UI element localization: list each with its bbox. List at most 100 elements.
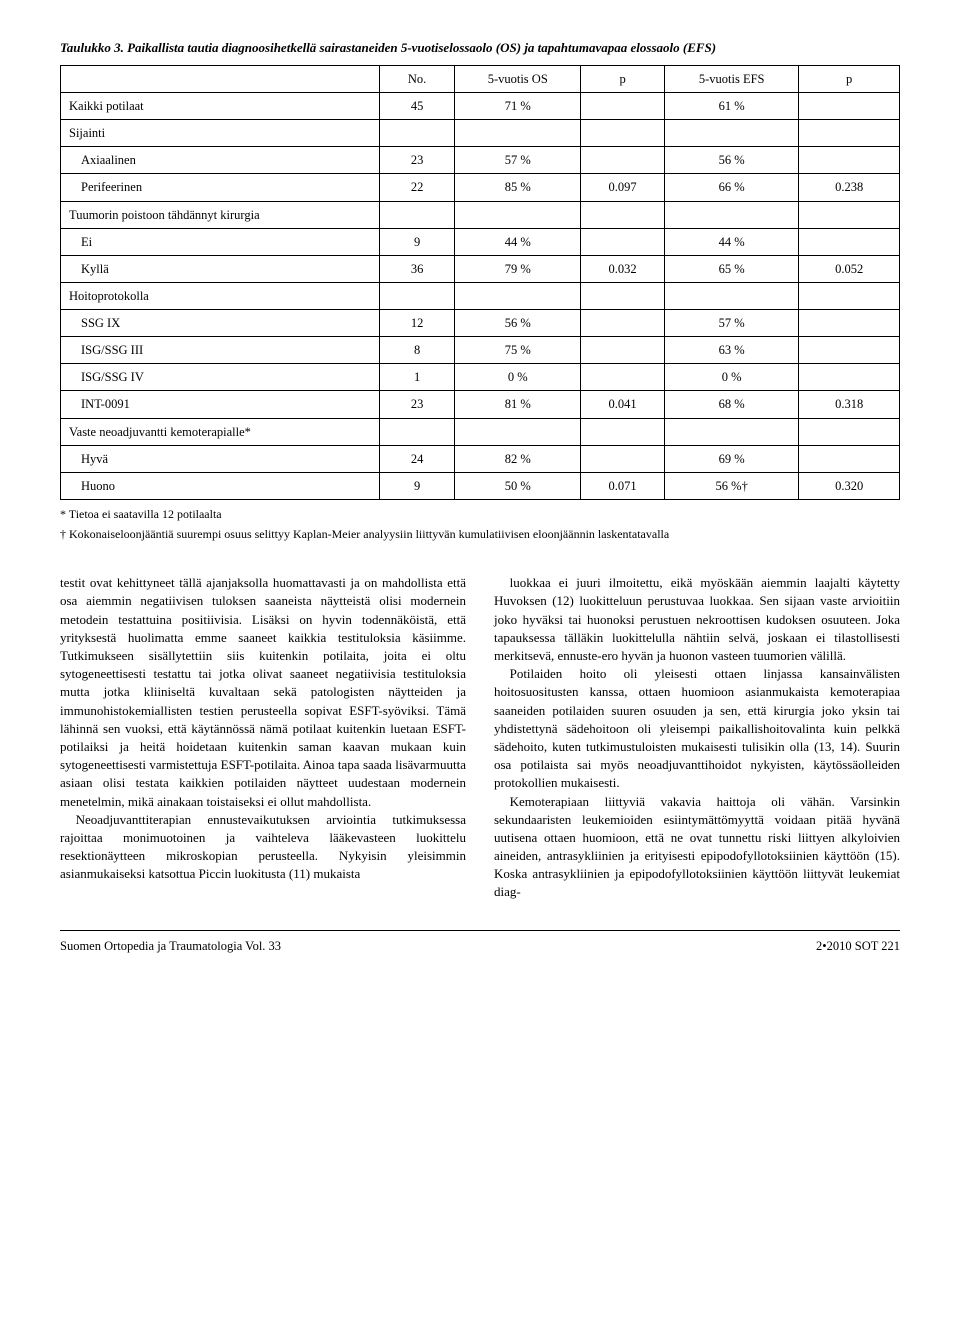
table-row: Tuumorin poistoon tähdännyt kirurgia <box>61 201 900 228</box>
row-label: Axiaalinen <box>61 147 380 174</box>
row-cell-p2 <box>799 445 900 472</box>
header-os: 5-vuotis OS <box>455 65 581 92</box>
table-row: Vaste neoadjuvantti kemoterapialle* <box>61 418 900 445</box>
row-cell-efs <box>665 282 799 309</box>
row-cell-p1 <box>581 310 665 337</box>
row-cell-p1 <box>581 120 665 147</box>
row-cell-no: 24 <box>379 445 455 472</box>
page-footer: Suomen Ortopedia ja Traumatologia Vol. 3… <box>60 930 900 955</box>
table-row: Hoitoprotokolla <box>61 282 900 309</box>
body-para-5: Kemoterapiaan liittyviä vakavia haittoja… <box>494 793 900 902</box>
row-cell-p2 <box>799 228 900 255</box>
row-cell-efs <box>665 201 799 228</box>
row-label: Kyllä <box>61 255 380 282</box>
row-cell-p2 <box>799 120 900 147</box>
row-cell-p1: 0.032 <box>581 255 665 282</box>
row-cell-os: 75 % <box>455 337 581 364</box>
header-no: No. <box>379 65 455 92</box>
row-cell-p1 <box>581 228 665 255</box>
row-label: Ei <box>61 228 380 255</box>
row-cell-p2 <box>799 418 900 445</box>
row-cell-p1: 0.041 <box>581 391 665 418</box>
body-para-2: Neoadjuvanttiterapian ennustevaikutuksen… <box>60 811 466 884</box>
footnote-a: * Tietoa ei saatavilla 12 potilaalta <box>60 506 900 522</box>
row-cell-no: 1 <box>379 364 455 391</box>
table-row: Huono950 %0.07156 %†0.320 <box>61 472 900 499</box>
row-cell-p1 <box>581 201 665 228</box>
row-cell-no: 23 <box>379 391 455 418</box>
row-cell-p1 <box>581 364 665 391</box>
table-row: Ei944 %44 % <box>61 228 900 255</box>
row-cell-p1 <box>581 93 665 120</box>
row-cell-p1 <box>581 282 665 309</box>
row-cell-p1: 0.071 <box>581 472 665 499</box>
row-cell-p2 <box>799 282 900 309</box>
row-cell-os: 82 % <box>455 445 581 472</box>
row-cell-efs: 69 % <box>665 445 799 472</box>
row-cell-p1 <box>581 445 665 472</box>
row-label: ISG/SSG IV <box>61 364 380 391</box>
row-cell-os <box>455 418 581 445</box>
body-para-3: luokkaa ei juuri ilmoitettu, eikä myöskä… <box>494 574 900 665</box>
row-cell-no <box>379 201 455 228</box>
row-label: Perifeerinen <box>61 174 380 201</box>
row-label: Kaikki potilaat <box>61 93 380 120</box>
table-row: Hyvä2482 %69 % <box>61 445 900 472</box>
row-cell-efs: 66 % <box>665 174 799 201</box>
table-row: SSG IX1256 %57 % <box>61 310 900 337</box>
row-cell-no <box>379 418 455 445</box>
table-row: ISG/SSG IV10 %0 % <box>61 364 900 391</box>
header-efs: 5-vuotis EFS <box>665 65 799 92</box>
footer-left: Suomen Ortopedia ja Traumatologia Vol. 3… <box>60 937 281 955</box>
data-table: No. 5-vuotis OS p 5-vuotis EFS p Kaikki … <box>60 65 900 500</box>
row-cell-no: 9 <box>379 228 455 255</box>
row-cell-no: 36 <box>379 255 455 282</box>
row-cell-os: 79 % <box>455 255 581 282</box>
table-row: ISG/SSG III875 %63 % <box>61 337 900 364</box>
row-cell-os: 44 % <box>455 228 581 255</box>
row-label: Huono <box>61 472 380 499</box>
row-cell-os: 85 % <box>455 174 581 201</box>
row-cell-p2 <box>799 93 900 120</box>
row-cell-efs: 61 % <box>665 93 799 120</box>
row-label: Vaste neoadjuvantti kemoterapialle* <box>61 418 380 445</box>
row-cell-os: 81 % <box>455 391 581 418</box>
row-label: Hoitoprotokolla <box>61 282 380 309</box>
row-cell-p1: 0.097 <box>581 174 665 201</box>
row-cell-os: 57 % <box>455 147 581 174</box>
row-cell-no <box>379 282 455 309</box>
row-cell-p2 <box>799 310 900 337</box>
table-title: Taulukko 3. Paikallista tautia diagnoosi… <box>60 40 900 57</box>
row-cell-p2: 0.238 <box>799 174 900 201</box>
table-row: Axiaalinen2357 % 56 % <box>61 147 900 174</box>
header-blank <box>61 65 380 92</box>
header-p2: p <box>799 65 900 92</box>
table-row: Kyllä3679 %0.03265 %0.052 <box>61 255 900 282</box>
body-para-1: testit ovat kehittyneet tällä ajanjaksol… <box>60 574 466 810</box>
row-cell-no <box>379 120 455 147</box>
row-cell-efs: 56 % <box>665 147 799 174</box>
footer-right: 2•2010 SOT 221 <box>816 937 900 955</box>
row-cell-os: 56 % <box>455 310 581 337</box>
table-header-row: No. 5-vuotis OS p 5-vuotis EFS p <box>61 65 900 92</box>
row-label: ISG/SSG III <box>61 337 380 364</box>
row-cell-efs: 65 % <box>665 255 799 282</box>
row-cell-no: 23 <box>379 147 455 174</box>
row-cell-p1 <box>581 418 665 445</box>
table-row: Kaikki potilaat4571 %61 % <box>61 93 900 120</box>
row-cell-p2 <box>799 147 900 174</box>
row-cell-no: 45 <box>379 93 455 120</box>
row-cell-efs: 68 % <box>665 391 799 418</box>
row-cell-os: 50 % <box>455 472 581 499</box>
body-text: testit ovat kehittyneet tällä ajanjaksol… <box>60 574 900 901</box>
row-label: INT-0091 <box>61 391 380 418</box>
row-cell-os <box>455 282 581 309</box>
table-row: Perifeerinen2285 %0.09766 %0.238 <box>61 174 900 201</box>
footnote-b: † Kokonaiseloonjääntiä suurempi osuus se… <box>60 526 900 542</box>
row-cell-efs <box>665 418 799 445</box>
row-cell-os <box>455 120 581 147</box>
row-label: Sijainti <box>61 120 380 147</box>
row-cell-efs <box>665 120 799 147</box>
row-cell-p2: 0.052 <box>799 255 900 282</box>
row-cell-no: 9 <box>379 472 455 499</box>
